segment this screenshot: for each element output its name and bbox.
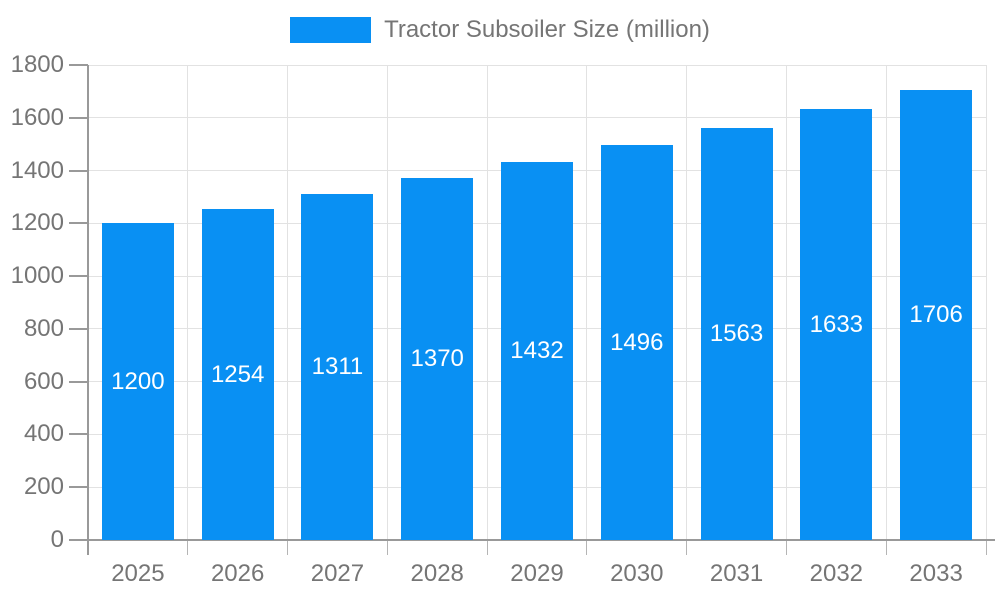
y-tick-label: 800 bbox=[23, 314, 64, 342]
legend[interactable]: Tractor Subsoiler Size (million) bbox=[0, 17, 1000, 43]
y-tick-label: 400 bbox=[23, 420, 64, 448]
bar-value-label: 1254 bbox=[210, 360, 265, 388]
gridline-v bbox=[486, 65, 488, 540]
y-tick bbox=[69, 327, 88, 330]
bar[interactable] bbox=[501, 162, 573, 540]
bar[interactable] bbox=[600, 145, 673, 540]
x-tick-label: 2027 bbox=[310, 560, 365, 587]
bar-value-label: 1200 bbox=[111, 367, 165, 395]
x-tick bbox=[486, 540, 488, 555]
y-tick bbox=[69, 433, 88, 436]
gridline-v bbox=[586, 65, 588, 540]
gridline-v bbox=[686, 65, 688, 540]
x-tick bbox=[885, 540, 887, 555]
bar-value-label: 1496 bbox=[610, 328, 664, 356]
x-tick bbox=[586, 540, 588, 555]
y-tick bbox=[69, 64, 88, 66]
bar[interactable] bbox=[201, 209, 274, 540]
gridline-v bbox=[885, 65, 887, 540]
bar[interactable] bbox=[900, 89, 973, 540]
bar-value-label: 1563 bbox=[709, 319, 764, 347]
gridline-v bbox=[386, 65, 388, 540]
gridline-h bbox=[88, 117, 986, 119]
y-tick bbox=[69, 222, 88, 225]
bar-value-label: 1311 bbox=[311, 353, 364, 381]
bar-value-label: 1432 bbox=[510, 337, 564, 365]
bar[interactable] bbox=[301, 194, 374, 540]
bar-value-label: 1633 bbox=[809, 310, 864, 338]
bar-value-label: 1370 bbox=[410, 345, 464, 373]
gridline-v bbox=[785, 65, 787, 540]
bar[interactable] bbox=[401, 178, 474, 540]
x-tick bbox=[785, 540, 787, 555]
legend-label: Tractor Subsoiler Size (million) bbox=[384, 16, 710, 43]
y-tick bbox=[69, 380, 88, 383]
x-tick bbox=[386, 540, 388, 555]
gridline-h bbox=[88, 64, 986, 66]
y-tick-label: 600 bbox=[23, 367, 64, 395]
x-tick bbox=[287, 540, 289, 555]
x-tick-label: 2028 bbox=[410, 560, 464, 587]
gridline-v bbox=[187, 65, 189, 540]
gridline-v bbox=[985, 65, 987, 540]
x-tick bbox=[985, 540, 987, 555]
x-tick-label: 2030 bbox=[610, 560, 664, 587]
x-tick-label: 2031 bbox=[709, 560, 764, 587]
y-axis-line bbox=[87, 65, 89, 555]
y-tick-label: 1000 bbox=[10, 262, 64, 290]
y-tick bbox=[69, 116, 88, 119]
legend-swatch bbox=[290, 17, 372, 43]
y-tick-label: 1600 bbox=[10, 103, 64, 131]
x-tick bbox=[187, 540, 189, 555]
bar[interactable] bbox=[700, 127, 773, 540]
x-tick-label: 2025 bbox=[111, 560, 165, 587]
y-tick-label: 200 bbox=[23, 473, 64, 501]
x-axis-line bbox=[70, 539, 995, 541]
x-tick-label: 2029 bbox=[510, 560, 564, 587]
y-tick-label: 0 bbox=[50, 526, 64, 553]
bar-value-label: 1706 bbox=[909, 300, 963, 328]
y-tick-label: 1400 bbox=[10, 156, 64, 184]
y-tick bbox=[69, 169, 88, 172]
y-tick bbox=[69, 275, 88, 278]
x-tick-label: 2033 bbox=[909, 560, 963, 587]
y-tick-label: 1200 bbox=[10, 209, 64, 237]
x-tick-label: 2026 bbox=[210, 560, 265, 587]
y-tick bbox=[69, 486, 88, 489]
x-tick-label: 2032 bbox=[809, 560, 864, 587]
x-tick bbox=[686, 540, 688, 555]
bar[interactable] bbox=[800, 109, 873, 540]
y-tick-label: 1800 bbox=[10, 51, 64, 78]
bar[interactable] bbox=[101, 223, 174, 540]
gridline-v bbox=[287, 65, 289, 540]
